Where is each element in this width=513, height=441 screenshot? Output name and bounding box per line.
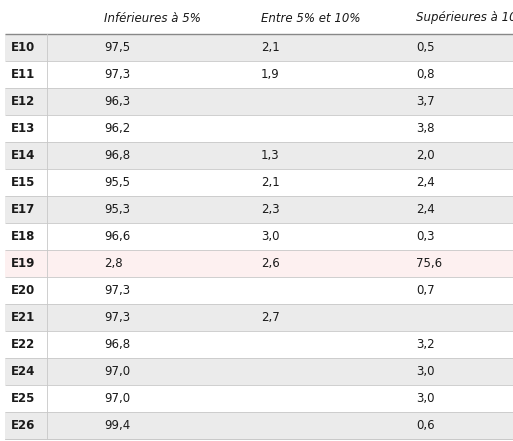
Text: 97,3: 97,3	[104, 68, 130, 81]
Text: E25: E25	[11, 392, 35, 405]
Text: E20: E20	[11, 284, 35, 297]
Text: 2,0: 2,0	[416, 149, 435, 162]
Bar	[5, 277, 513, 304]
Text: E14: E14	[11, 149, 35, 162]
Text: E19: E19	[11, 257, 35, 270]
Text: 3,0: 3,0	[416, 365, 435, 378]
Text: 75,6: 75,6	[416, 257, 442, 270]
Text: E17: E17	[11, 203, 35, 216]
Bar	[5, 412, 513, 439]
Text: E24: E24	[11, 365, 35, 378]
Text: 2,1: 2,1	[261, 41, 280, 54]
Bar	[5, 196, 513, 223]
Text: E11: E11	[11, 68, 35, 81]
Text: 96,8: 96,8	[104, 149, 130, 162]
Text: 96,8: 96,8	[104, 338, 130, 351]
Text: E26: E26	[11, 419, 35, 432]
Bar	[5, 223, 513, 250]
Bar	[5, 142, 513, 169]
Text: 97,3: 97,3	[104, 284, 130, 297]
Text: 1,3: 1,3	[261, 149, 280, 162]
Text: 95,5: 95,5	[104, 176, 130, 189]
Text: 0,7: 0,7	[416, 284, 435, 297]
Text: 97,5: 97,5	[104, 41, 130, 54]
Text: 0,8: 0,8	[416, 68, 435, 81]
Bar	[5, 331, 513, 358]
Text: E22: E22	[11, 338, 35, 351]
Bar	[5, 61, 513, 88]
Text: 95,3: 95,3	[104, 203, 130, 216]
Bar	[5, 250, 513, 277]
Text: Inférieures à 5%: Inférieures à 5%	[104, 11, 201, 25]
Text: 99,4: 99,4	[104, 419, 131, 432]
Text: E15: E15	[11, 176, 35, 189]
Text: 97,0: 97,0	[104, 392, 130, 405]
Text: 0,6: 0,6	[416, 419, 435, 432]
Text: 96,3: 96,3	[104, 95, 130, 108]
Text: E12: E12	[11, 95, 35, 108]
Text: 96,2: 96,2	[104, 122, 131, 135]
Bar	[5, 34, 513, 61]
Text: 3,2: 3,2	[416, 338, 435, 351]
Bar	[5, 88, 513, 115]
Text: E10: E10	[11, 41, 35, 54]
Text: 0,3: 0,3	[416, 230, 435, 243]
Text: 2,8: 2,8	[104, 257, 123, 270]
Bar	[5, 385, 513, 412]
Text: Entre 5% et 10%: Entre 5% et 10%	[261, 11, 361, 25]
Text: 97,3: 97,3	[104, 311, 130, 324]
Bar	[5, 358, 513, 385]
Bar	[5, 2, 513, 34]
Text: 2,6: 2,6	[261, 257, 280, 270]
Text: 96,6: 96,6	[104, 230, 131, 243]
Text: E13: E13	[11, 122, 35, 135]
Text: 3,7: 3,7	[416, 95, 435, 108]
Bar	[5, 115, 513, 142]
Text: Supérieures à 10%: Supérieures à 10%	[416, 11, 513, 25]
Text: 97,0: 97,0	[104, 365, 130, 378]
Text: 2,4: 2,4	[416, 203, 435, 216]
Text: E18: E18	[11, 230, 35, 243]
Text: 1,9: 1,9	[261, 68, 280, 81]
Bar	[5, 169, 513, 196]
Bar	[5, 304, 513, 331]
Text: 3,0: 3,0	[416, 392, 435, 405]
Text: 2,4: 2,4	[416, 176, 435, 189]
Text: 2,7: 2,7	[261, 311, 280, 324]
Text: 0,5: 0,5	[416, 41, 435, 54]
Text: 2,3: 2,3	[261, 203, 280, 216]
Text: 2,1: 2,1	[261, 176, 280, 189]
Text: 3,0: 3,0	[261, 230, 280, 243]
Text: E21: E21	[11, 311, 35, 324]
Text: 3,8: 3,8	[416, 122, 435, 135]
